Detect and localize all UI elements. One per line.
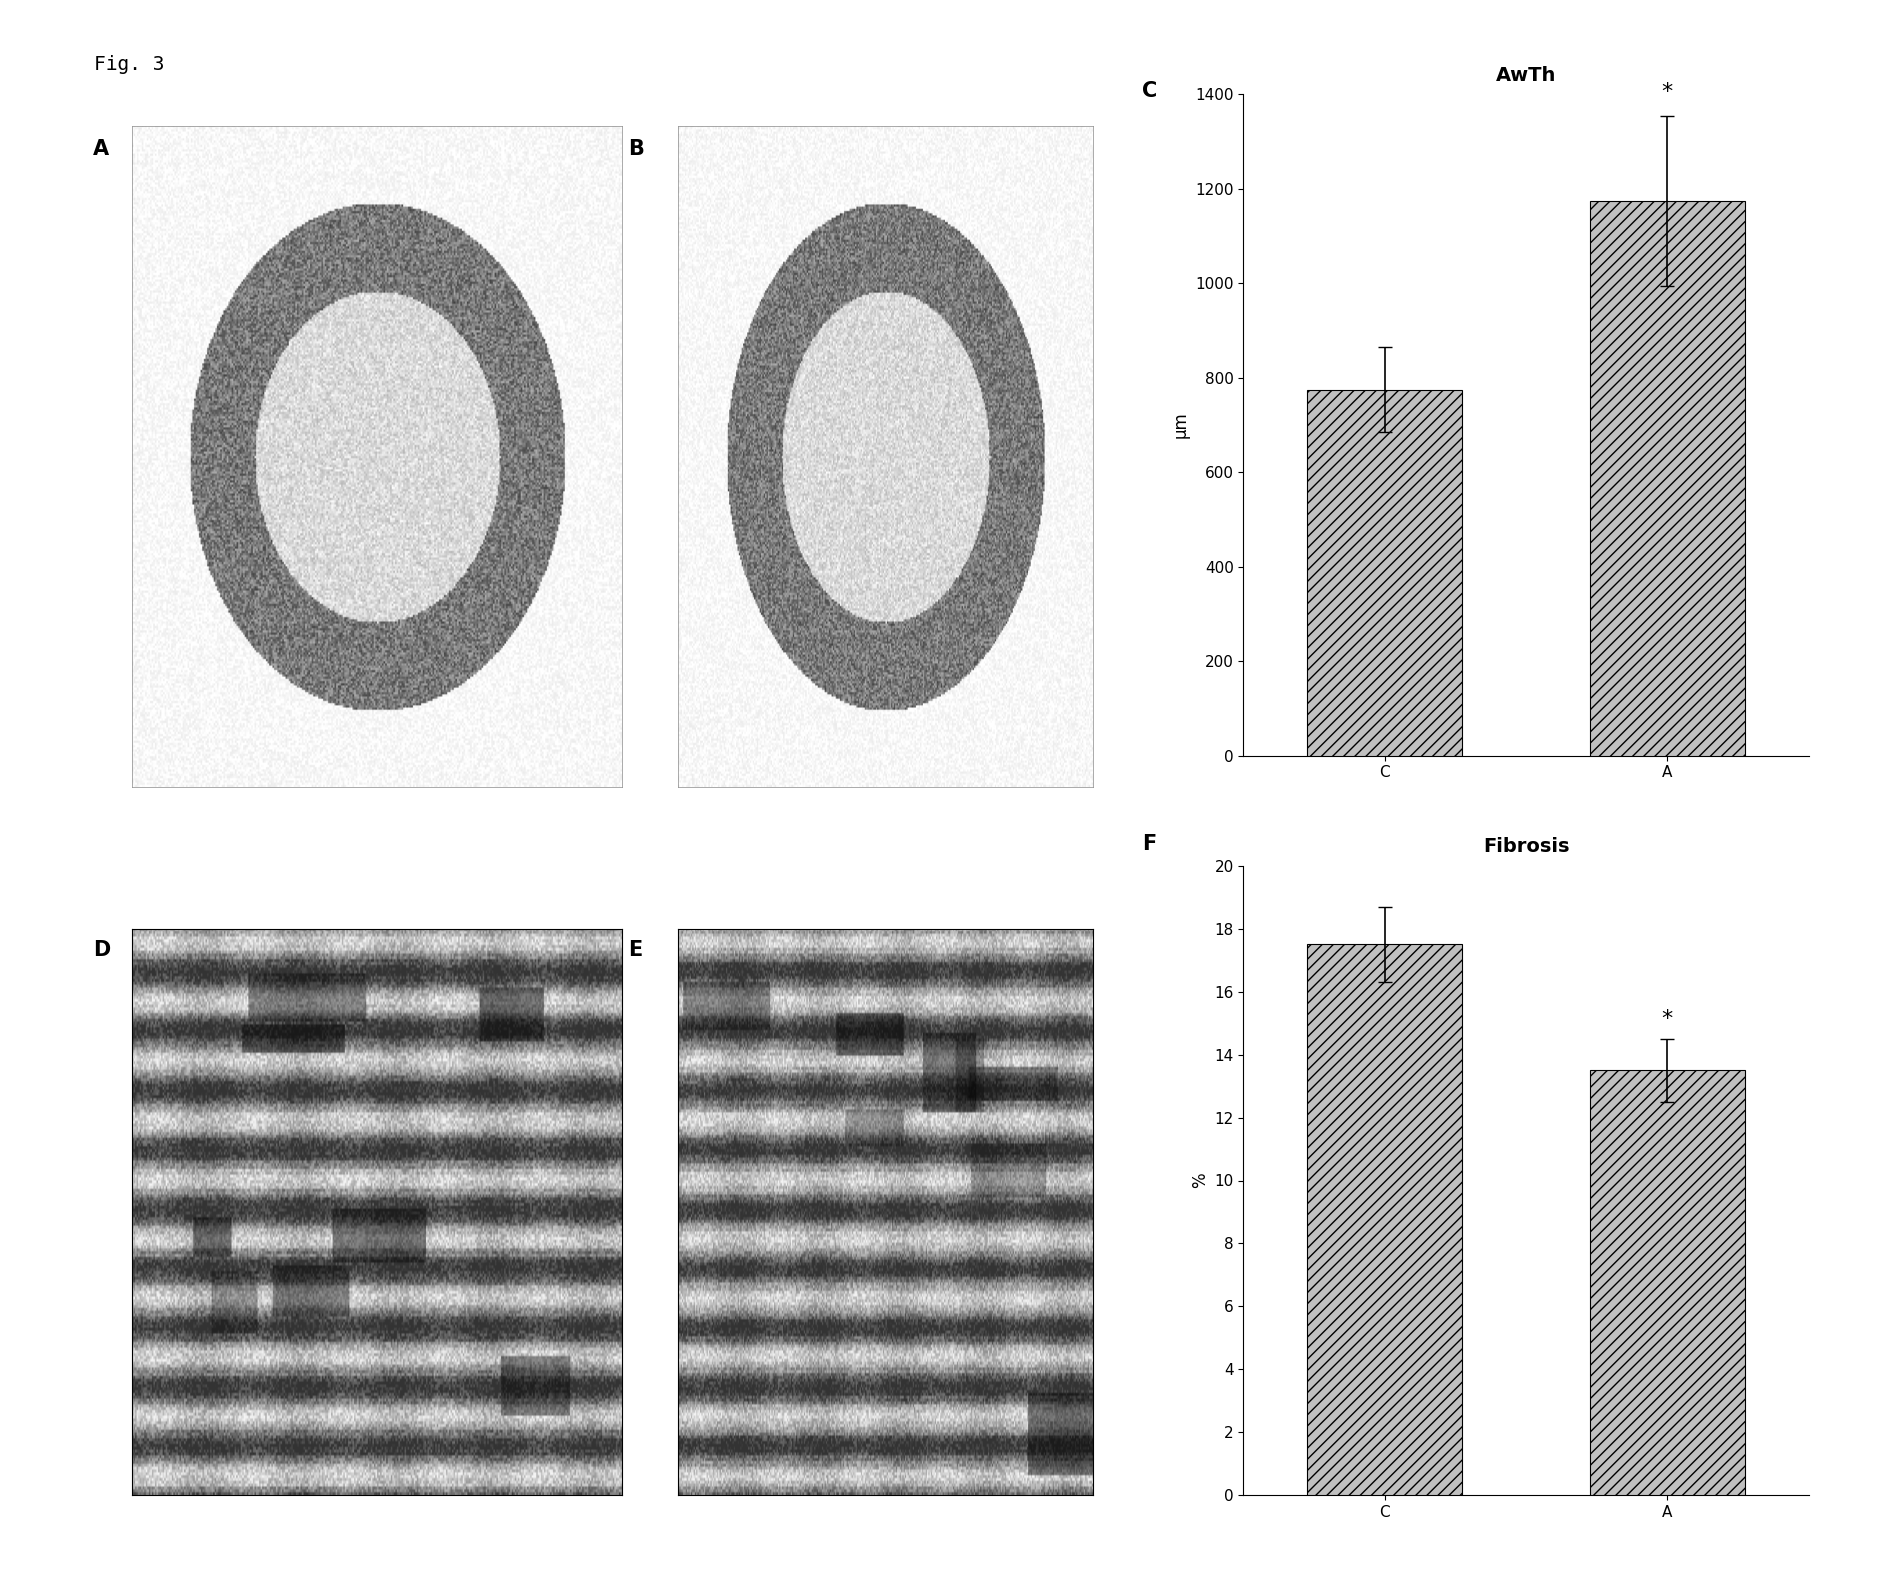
Text: *: *	[1662, 82, 1673, 101]
Text: F: F	[1142, 834, 1157, 855]
Title: Fibrosis: Fibrosis	[1483, 837, 1569, 856]
Bar	[1307, 390, 1462, 756]
Title: AwTh: AwTh	[1496, 66, 1556, 85]
Text: C: C	[1142, 82, 1157, 101]
Bar	[1307, 944, 1462, 1495]
Bar	[1590, 200, 1745, 756]
Text: D: D	[92, 940, 109, 960]
Text: Fig. 3: Fig. 3	[94, 55, 164, 74]
Y-axis label: %: %	[1191, 1173, 1210, 1188]
Y-axis label: μm: μm	[1172, 412, 1189, 438]
Text: B: B	[629, 139, 644, 159]
Bar	[1590, 1070, 1745, 1495]
Text: A: A	[92, 139, 109, 159]
Text: E: E	[629, 940, 642, 960]
Text: *: *	[1662, 1009, 1673, 1029]
